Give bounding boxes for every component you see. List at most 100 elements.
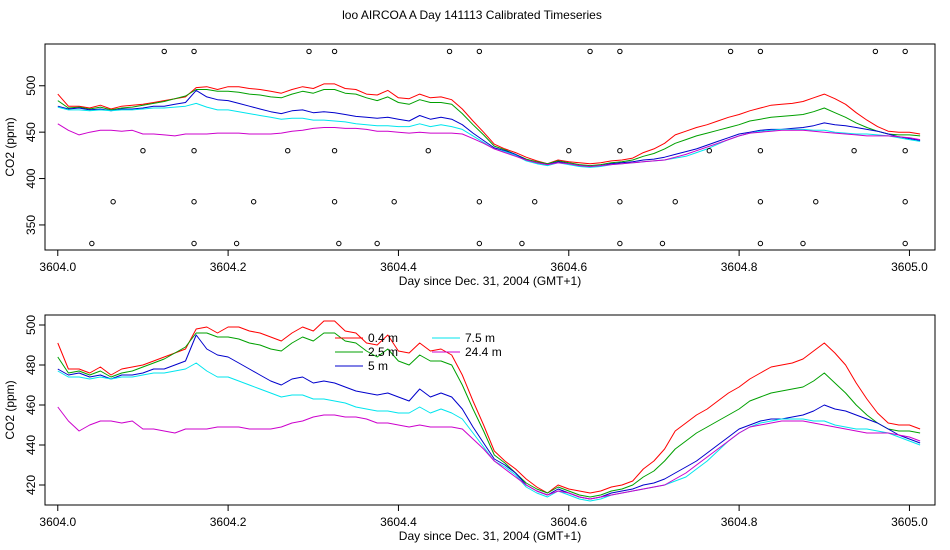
- bottom-panel: 3604.0 3604.2 3604.4 3604.6 3604.8 3605.0 Day …: [3, 314, 936, 543]
- y-axis: 350 400 450 500 CO2 (ppm): [3, 75, 45, 235]
- legend-label-0-4-m: 0.4 m: [368, 331, 398, 345]
- calibration-point: [89, 240, 95, 247]
- calibration-point: [706, 148, 713, 154]
- calibration-point: [727, 48, 734, 55]
- calibration-point: [566, 148, 572, 154]
- plot-frame: [44, 314, 936, 506]
- calibration-point: [331, 48, 338, 55]
- series-line-7-5-m: [57, 362, 921, 502]
- x-tick-label: 3604.0: [39, 260, 76, 274]
- x-axis-label: Day since Dec. 31, 2004 (GMT+1): [399, 529, 581, 543]
- y-tick-label: 500: [24, 315, 38, 335]
- calibration-point: [191, 199, 197, 205]
- calibration-point: [476, 48, 483, 55]
- calibration-point: [902, 48, 908, 55]
- y-tick-label: 450: [24, 122, 38, 142]
- x-tick-label: 3604.6: [550, 260, 587, 274]
- series-line-24-4-m: [57, 406, 921, 500]
- x-tick-label: 3604.6: [550, 515, 587, 529]
- calibration-point: [902, 240, 908, 247]
- plot-area: [57, 320, 921, 502]
- top-panel: 3604.0 3604.2 3604.4 3604.6 3604.8 3605.0 Day …: [3, 43, 936, 288]
- calibration-point: [336, 240, 342, 247]
- x-tick-label: 3604.4: [380, 515, 417, 529]
- calibration-point: [140, 148, 146, 154]
- x-tick-label: 3604.8: [721, 260, 758, 274]
- y-axis: 420 440 460 480 500 CO2 (ppm): [3, 315, 45, 495]
- y-tick-label: 440: [24, 435, 38, 455]
- legend-label-2-5-m: 2.5 m: [368, 345, 398, 359]
- calibration-point: [587, 48, 593, 55]
- calibration-point: [250, 199, 257, 205]
- x-axis-label: Day since Dec. 31, 2004 (GMT+1): [399, 274, 581, 288]
- calibration-point: [476, 199, 483, 205]
- calibration-point: [617, 240, 623, 247]
- calibration-point: [374, 240, 380, 247]
- x-axis: 3604.0 3604.2 3604.4 3604.6 3604.8 3605.0 Day …: [39, 505, 928, 543]
- calibration-point: [813, 199, 819, 205]
- calibration-point: [519, 240, 525, 247]
- x-tick-label: 3605.0: [891, 515, 928, 529]
- calibration-point: [617, 148, 623, 154]
- chart-title: loo AIRCOA A Day 141113 Calibrated Times…: [342, 8, 602, 22]
- calibration-point: [757, 199, 764, 205]
- x-axis: 3604.0 3604.2 3604.4 3604.6 3604.8 3605.0 Day …: [39, 250, 928, 288]
- calibration-point: [233, 240, 240, 247]
- calibration-point: [617, 199, 623, 205]
- series-line-0-4-m: [57, 83, 921, 165]
- calibration-point: [851, 148, 857, 154]
- x-tick-label: 3604.2: [210, 260, 247, 274]
- calibration-point: [476, 240, 483, 247]
- legend-label-5-m: 5 m: [368, 359, 388, 373]
- series-line-0-4-m: [57, 320, 921, 494]
- calibration-points: [89, 48, 908, 247]
- calibration-point: [659, 240, 666, 247]
- calibration-point: [617, 48, 623, 55]
- calibration-point: [425, 148, 431, 154]
- calibration-point: [331, 199, 338, 205]
- calibration-point: [191, 240, 197, 247]
- y-tick-label: 460: [24, 395, 38, 415]
- y-tick-label: 350: [24, 215, 38, 235]
- series-line-5-m: [57, 334, 921, 500]
- series-line-7-5-m: [57, 102, 921, 168]
- series-line-24-4-m: [57, 123, 921, 167]
- series-line-2-5-m: [57, 332, 921, 498]
- calibration-point: [446, 48, 453, 55]
- y-axis-label: CO2 (ppm): [3, 117, 17, 176]
- calibration-point: [757, 48, 764, 55]
- calibration-point: [532, 199, 538, 205]
- calibration-point: [161, 48, 167, 55]
- calibration-point: [110, 199, 116, 205]
- legend-label-24-4-m: 24.4 m: [465, 345, 502, 359]
- x-tick-label: 3605.0: [891, 260, 928, 274]
- y-tick-label: 400: [24, 168, 38, 188]
- plot-frame: [44, 43, 936, 251]
- x-tick-label: 3604.8: [721, 515, 758, 529]
- y-tick-label: 420: [24, 475, 38, 495]
- calibration-point: [391, 199, 397, 205]
- calibration-point: [757, 240, 764, 247]
- calibration-point: [285, 148, 291, 154]
- calibration-point: [800, 240, 806, 247]
- calibration-point: [672, 199, 678, 205]
- series-line-2-5-m: [57, 89, 921, 167]
- calibration-point: [872, 48, 879, 55]
- calibration-point: [757, 148, 764, 154]
- calibration-point: [191, 148, 197, 154]
- calibration-point: [331, 148, 338, 154]
- x-tick-label: 3604.2: [210, 515, 247, 529]
- y-axis-label: CO2 (ppm): [3, 380, 17, 439]
- x-tick-label: 3604.4: [380, 260, 417, 274]
- y-tick-label: 500: [24, 75, 38, 95]
- series-line-5-m: [57, 89, 921, 167]
- legend-label-7-5-m: 7.5 m: [465, 331, 495, 345]
- legend: 0.4 m2.5 m5 m 7.5 m24.4 m: [335, 331, 502, 373]
- calibration-point: [902, 148, 908, 154]
- calibration-point: [191, 48, 197, 55]
- y-tick-label: 480: [24, 355, 38, 375]
- calibration-point: [306, 48, 312, 55]
- calibration-point: [902, 199, 908, 205]
- x-tick-label: 3604.0: [39, 515, 76, 529]
